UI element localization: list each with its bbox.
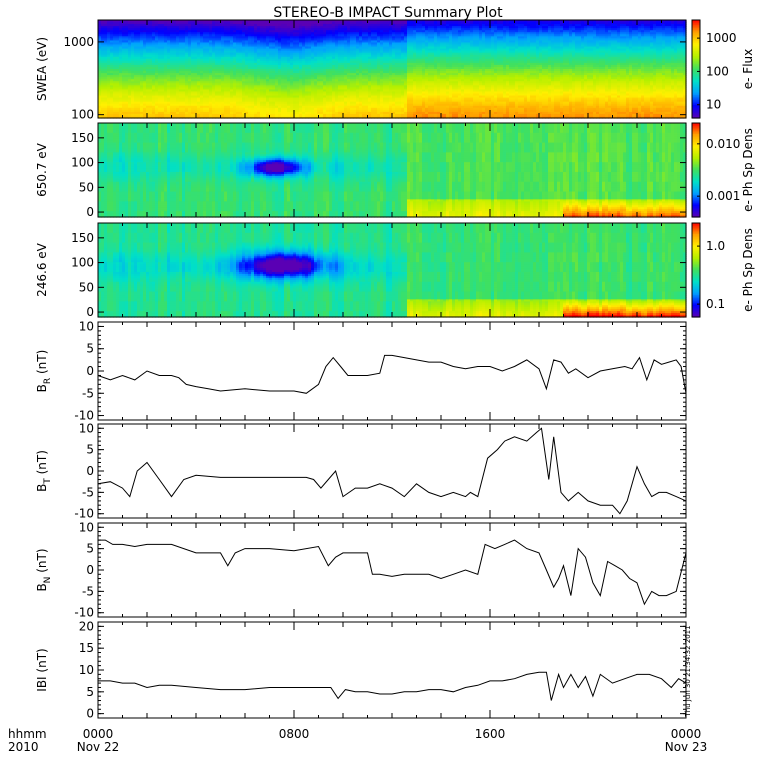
heatmap-panel-0 xyxy=(98,20,687,119)
plot-title: STEREO-B IMPACT Summary Plot xyxy=(273,5,503,21)
summary-plot: STEREO-B IMPACT Summary Plot 101001000e-… xyxy=(0,0,780,780)
